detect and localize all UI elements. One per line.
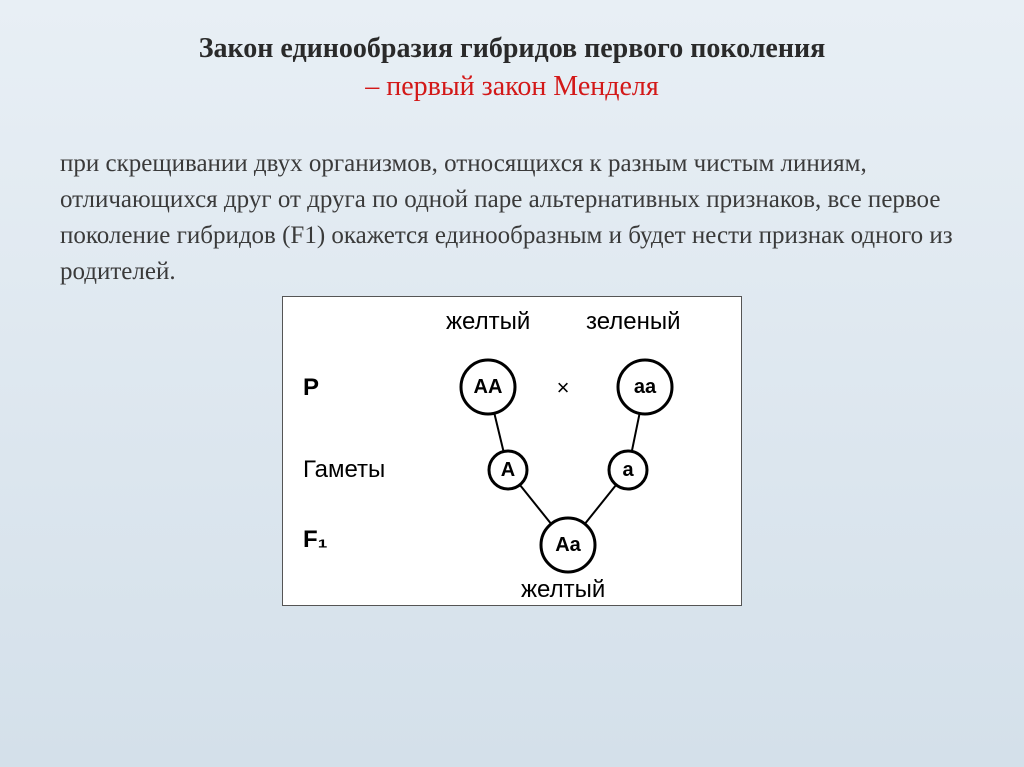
svg-text:aa: aa	[634, 376, 657, 398]
svg-text:Гаметы: Гаметы	[303, 456, 385, 483]
svg-text:желтый: желтый	[446, 308, 530, 335]
svg-text:×: ×	[557, 375, 570, 400]
genetics-diagram: AA aa Aa Aa P Гаметы F₁ желтый зеленый × желтый	[282, 296, 742, 606]
svg-text:A: A	[501, 459, 515, 481]
svg-text:Aa: Aa	[555, 534, 581, 556]
svg-text:желтый: желтый	[521, 576, 605, 603]
svg-text:a: a	[622, 459, 634, 481]
body-paragraph: при скрещивании двух организмов, относящ…	[60, 146, 964, 291]
svg-text:AA: AA	[474, 376, 503, 398]
diagram-svg: AA aa Aa Aa P Гаметы F₁ желтый зеленый × желтый	[283, 297, 743, 607]
svg-text:P: P	[303, 374, 319, 401]
svg-text:F₁: F₁	[303, 526, 328, 553]
diagram-container: AA aa Aa Aa P Гаметы F₁ желтый зеленый × желтый	[60, 296, 964, 606]
title-line-2: – первый закон Менделя	[60, 68, 964, 106]
svg-text:зеленый: зеленый	[586, 308, 681, 335]
title-block: Закон единообразия гибридов первого поко…	[60, 30, 964, 106]
title-line-1: Закон единообразия гибридов первого поко…	[60, 30, 964, 68]
